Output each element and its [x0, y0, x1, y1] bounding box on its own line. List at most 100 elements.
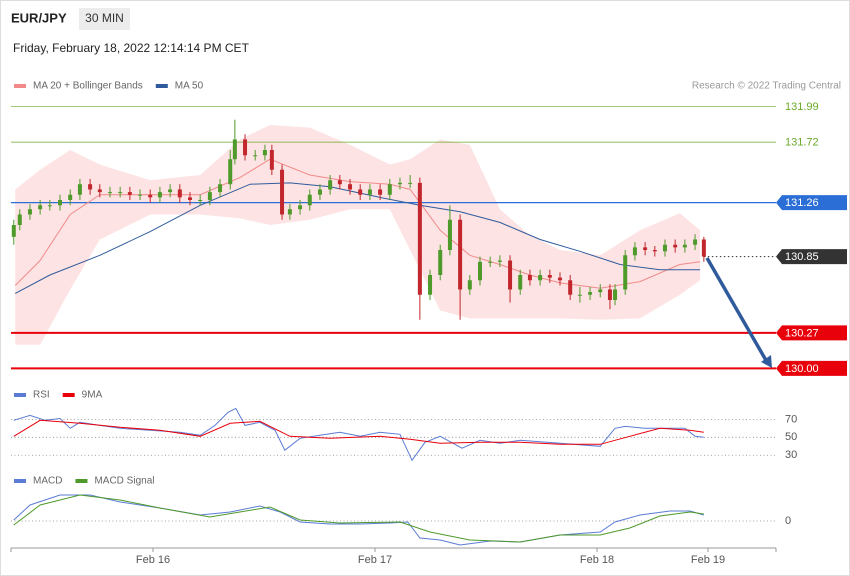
candle-body [287, 209, 292, 215]
candle-body [397, 182, 402, 185]
candle-body [138, 194, 143, 196]
arrow-head [761, 355, 772, 368]
candle-body [253, 155, 258, 157]
legend-label: MACD Signal [94, 476, 154, 487]
candle-body [262, 150, 267, 156]
candle-body [177, 189, 182, 198]
level-label: 131.26 [785, 197, 819, 209]
candle-body [17, 214, 22, 225]
candle-body [358, 189, 363, 195]
candle-body [107, 192, 112, 194]
legend-swatch [14, 479, 26, 483]
plot: 131.99 131.72 131.26 130.85 130.27 130.00 MA 2… [10, 81, 847, 566]
symbol: EUR/JPY [11, 10, 67, 25]
bollinger-band [15, 125, 701, 345]
candle-body [643, 247, 648, 250]
level-label-box [776, 195, 847, 211]
candle-body [11, 225, 16, 237]
x-tick-label: Feb 16 [136, 554, 170, 566]
candle-body [527, 275, 532, 281]
candle-body [148, 194, 153, 198]
y-tick-label: 30 [785, 449, 797, 461]
candle-body [77, 184, 82, 195]
candle-body [269, 150, 274, 170]
level-label-box [776, 249, 847, 265]
candle-body [428, 275, 433, 295]
candle-body [438, 250, 443, 275]
candle-body [97, 189, 102, 193]
candle-body [168, 189, 173, 193]
timeframe: 30 MIN [85, 11, 124, 25]
level-label: 131.72 [785, 137, 819, 149]
candle-body [118, 192, 123, 194]
candle-body [488, 261, 493, 263]
candle-body [243, 139, 248, 156]
copyright: Research © 2022 Trading Central [692, 81, 841, 92]
candle-body [88, 184, 93, 190]
candle-body [328, 180, 333, 190]
legend-label: MACD [33, 476, 62, 487]
candle-body [127, 192, 132, 195]
candle-body [568, 280, 573, 295]
candle-body [497, 260, 502, 262]
series-line [13, 407, 704, 462]
y-tick-label: 70 [785, 413, 797, 425]
candle-body [701, 239, 706, 257]
candle-body [623, 255, 628, 290]
level-label: 130.27 [785, 327, 819, 339]
candle-body [673, 244, 678, 248]
candle-body [538, 275, 543, 281]
candle-body [558, 277, 563, 281]
candle-body [508, 260, 513, 290]
candle-body [632, 247, 637, 256]
candle-body [447, 219, 452, 250]
level-label: 131.99 [785, 101, 819, 113]
x-tick-label: Feb 19 [691, 554, 725, 566]
x-tick-label: Feb 18 [580, 554, 614, 566]
candle-body [298, 205, 303, 210]
candle-body [307, 194, 312, 206]
series-line [13, 494, 704, 543]
candle-body [58, 200, 63, 206]
candle-body [577, 294, 582, 296]
candle-body [693, 239, 698, 245]
candle-body [232, 139, 237, 160]
candle-body [598, 289, 603, 293]
y-tick-label: 50 [785, 431, 797, 443]
candle-body [337, 180, 342, 185]
candle-body [467, 280, 472, 290]
candle-body [38, 205, 43, 210]
candle-body [348, 184, 353, 190]
candle-body [417, 182, 422, 295]
legend-label: MA 50 [175, 81, 204, 92]
x-tick-label: Feb 17 [358, 554, 392, 566]
legend-swatch [75, 479, 88, 483]
legend-label: 9MA [82, 390, 103, 401]
legend-swatch [14, 84, 26, 88]
candle-body [280, 169, 285, 215]
timestamp: Friday, February 18, 2022 12:14:14 PM CE… [13, 41, 250, 55]
candle-body [47, 205, 52, 207]
candle-body [187, 197, 192, 200]
candle-body [367, 189, 372, 195]
candle-body [317, 189, 322, 195]
series-line [13, 419, 704, 445]
candle-body [662, 244, 667, 252]
series-line [13, 494, 704, 546]
candle-body [228, 159, 233, 185]
candle-body [458, 219, 463, 290]
candle-body [477, 261, 482, 281]
candle-body [607, 289, 612, 300]
legend-label: MA 20 + Bollinger Bands [33, 81, 143, 92]
legend-label: RSI [33, 390, 50, 401]
candle-body [378, 189, 383, 195]
candle-body [387, 184, 392, 195]
candle-body [547, 275, 552, 278]
candle-body [68, 194, 73, 200]
arrow [705, 257, 769, 363]
level-label: 130.85 [785, 251, 819, 263]
candle-body [27, 209, 32, 215]
